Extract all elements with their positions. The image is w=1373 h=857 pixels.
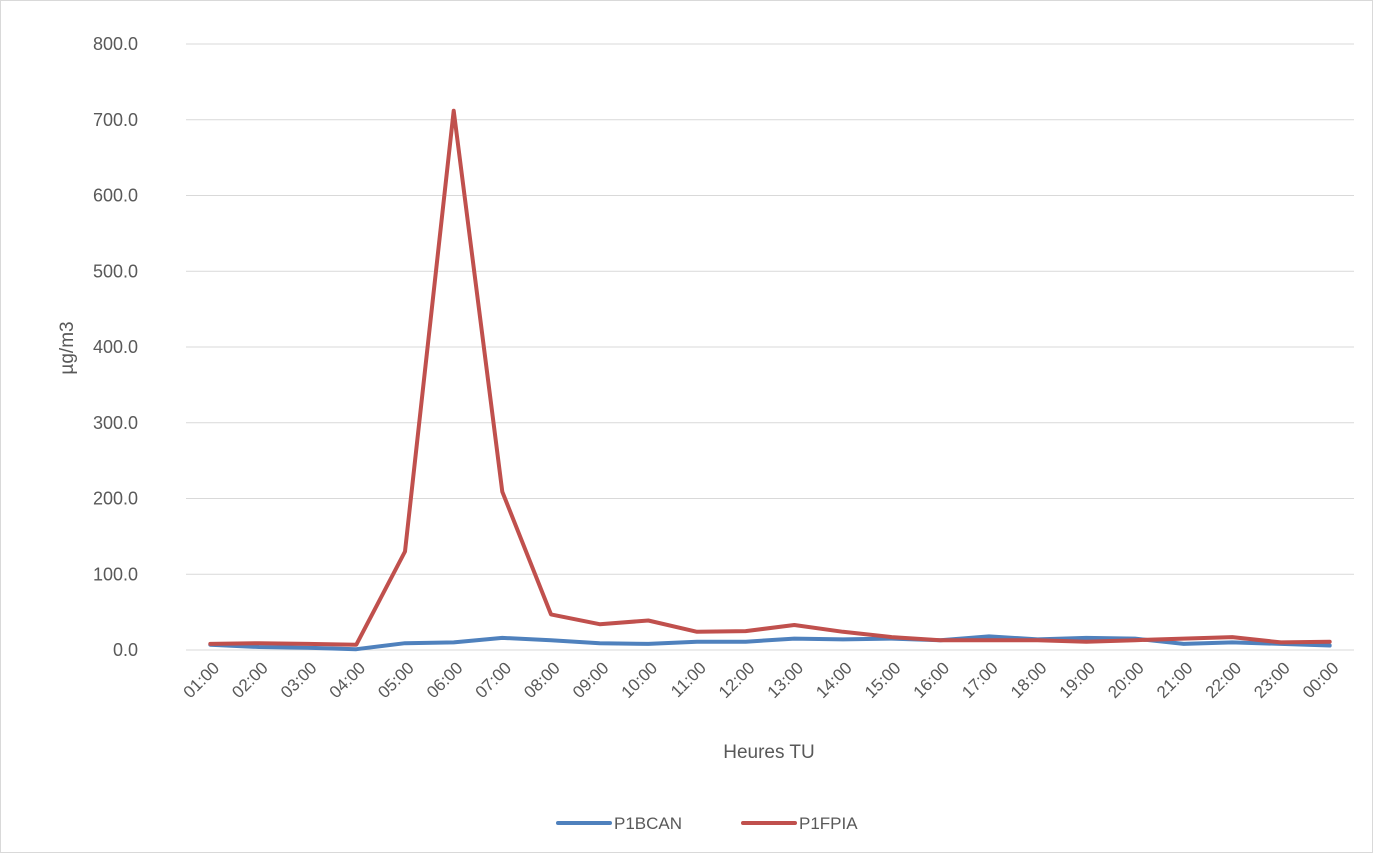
- gridlines: [186, 43, 1354, 651]
- y-tick-label: 800.0: [93, 34, 138, 54]
- x-tick-label: 16:00: [910, 658, 954, 702]
- x-tick-label: 08:00: [520, 658, 564, 702]
- y-tick-label: 600.0: [93, 186, 138, 206]
- x-tick-label: 01:00: [180, 658, 224, 702]
- x-tick-label: 21:00: [1153, 658, 1197, 702]
- x-tick-label: 04:00: [326, 658, 370, 702]
- x-tick-label: 17:00: [958, 658, 1002, 702]
- series-line-p1fpia: [208, 108, 1332, 647]
- x-tick-label: 00:00: [1299, 658, 1343, 702]
- y-axis-ticks: 0.0 100.0 200.0 300.0 400.0 500.0 600.0 700.0 80…: [93, 34, 138, 660]
- x-tick-label: 14:00: [812, 658, 856, 702]
- series-lines: [208, 108, 1332, 652]
- x-tick-label: 23:00: [1250, 658, 1294, 702]
- y-tick-label: 400.0: [93, 337, 138, 357]
- x-tick-label: 12:00: [715, 658, 759, 702]
- y-tick-label: 700.0: [93, 110, 138, 130]
- x-tick-label: 20:00: [1104, 658, 1148, 702]
- y-tick-label: 200.0: [93, 489, 138, 509]
- x-tick-label: 19:00: [1056, 658, 1100, 702]
- x-tick-label: 11:00: [667, 658, 710, 701]
- x-tick-label: 05:00: [374, 658, 418, 702]
- y-axis-title: µg/m3: [57, 321, 78, 374]
- x-tick-label: 07:00: [472, 658, 516, 702]
- y-tick-label: 0.0: [113, 640, 138, 660]
- x-axis-ticks: 01:00 02:00 03:00 04:00 05:00 06:00 07:00 08:00…: [180, 658, 1343, 702]
- legend-label-p1fpia: P1FPIA: [799, 814, 858, 833]
- y-tick-label: 100.0: [93, 564, 138, 584]
- x-tick-label: 06:00: [423, 658, 467, 702]
- legend: P1BCAN P1FPIA: [556, 814, 858, 833]
- x-tick-label: 10:00: [618, 658, 662, 702]
- y-tick-label: 500.0: [93, 261, 138, 281]
- x-tick-label: 22:00: [1202, 658, 1246, 702]
- x-tick-label: 03:00: [277, 658, 321, 702]
- legend-label-p1bcan: P1BCAN: [614, 814, 682, 833]
- x-tick-label: 18:00: [1007, 658, 1051, 702]
- x-axis-title: Heures TU: [723, 742, 815, 763]
- x-tick-label: 15:00: [861, 658, 905, 702]
- x-tick-label: 09:00: [569, 658, 613, 702]
- x-tick-label: 02:00: [228, 658, 272, 702]
- y-tick-label: 300.0: [93, 413, 138, 433]
- x-tick-label: 13:00: [764, 658, 808, 702]
